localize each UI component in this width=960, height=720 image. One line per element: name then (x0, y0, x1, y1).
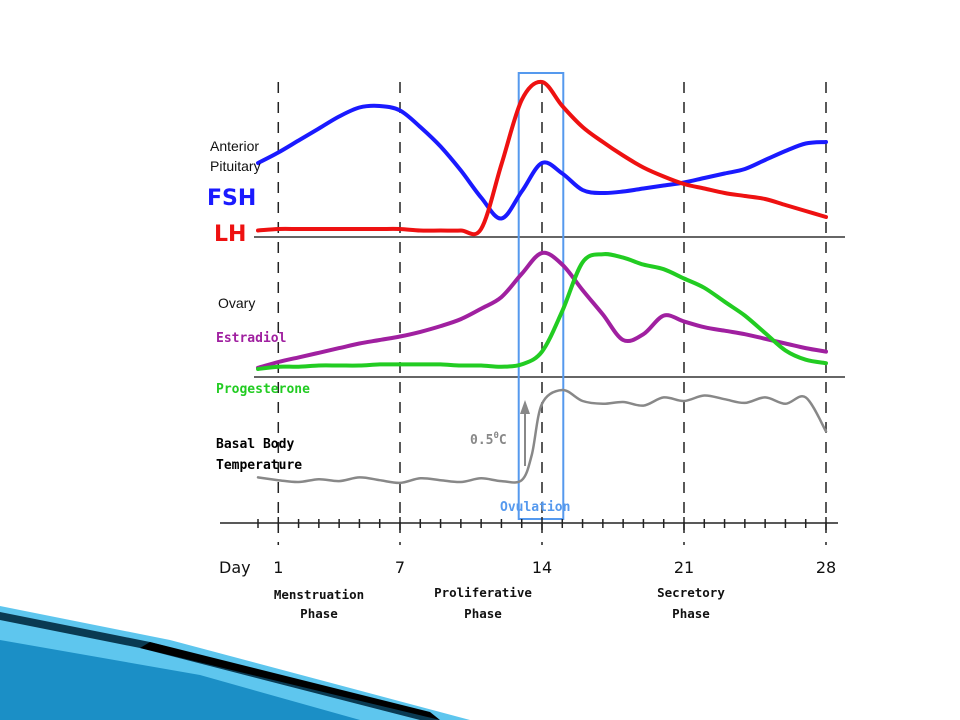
rise-degree-sup: 0 (493, 431, 498, 441)
ovulation-label: Ovulation (500, 500, 570, 515)
x-axis: 1 7 14 21 28 (220, 517, 838, 577)
svg-text:0.50C: 0.50C (470, 431, 507, 448)
phase-proliferative-line2: Phase (464, 606, 502, 621)
ovary-label: Ovary (218, 295, 255, 311)
pituitary-label-line1: Anterior (210, 138, 259, 154)
x-tick-label-14: 14 (532, 558, 552, 577)
estradiol-line (256, 250, 828, 370)
phase-secretory-line1: Secretory (657, 585, 725, 600)
basal-body-temperature-line (256, 388, 828, 485)
fsh-series-label: FSH (207, 186, 256, 211)
phase-secretory-line2: Phase (672, 606, 710, 621)
slide-decor-swoosh (0, 606, 470, 720)
x-tick-label-1: 1 (273, 558, 283, 577)
panel-baselines (254, 236, 845, 378)
ovulation-rectangle (517, 72, 565, 520)
temperature-label-line1: Basal Body (216, 437, 294, 452)
phase-proliferative-line1: Proliferative (434, 585, 532, 600)
hormone-series (256, 79, 828, 485)
lh-line (256, 79, 828, 237)
phase-menstruation-line1: Menstruation (274, 587, 364, 602)
estradiol-series-label: Estradiol (216, 331, 286, 346)
phase-menstruation-line2: Phase (300, 606, 338, 621)
menstrual-cycle-chart: 1 7 14 21 28 Anterior Pituitary FSH LH Ovary… (207, 72, 845, 621)
rise-value: 0.5 (470, 433, 493, 448)
fsh-line (256, 103, 828, 221)
progesterone-series-label: Progesterone (216, 382, 310, 397)
ovulation-window (517, 72, 565, 520)
rise-unit: C (499, 433, 507, 448)
lh-series-label: LH (214, 222, 246, 247)
x-tick-label-21: 21 (674, 558, 694, 577)
pituitary-label-line2: Pituitary (210, 158, 261, 174)
x-axis-label: Day (219, 558, 251, 577)
temperature-rise-annotation: 0.50C (470, 400, 530, 466)
x-tick-label-7: 7 (395, 558, 405, 577)
temperature-label-line2: Temperature (216, 458, 302, 473)
x-tick-label-28: 28 (816, 558, 836, 577)
progesterone-line (256, 252, 828, 371)
day-gridlines (277, 82, 827, 545)
rise-arrow-head (520, 400, 530, 414)
